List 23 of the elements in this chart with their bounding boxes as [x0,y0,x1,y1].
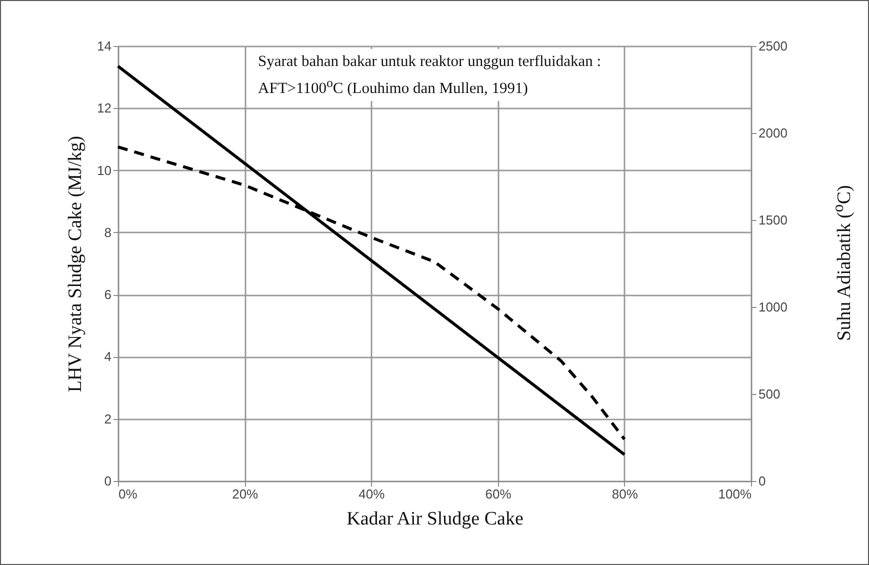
y-tick-label: 2 [104,411,112,426]
y-tick-label: 12 [97,100,112,116]
y2-tick-label: 1500 [758,212,788,228]
y-tick-label: 0 [104,474,112,488]
y2-tick-label: 2500 [758,38,788,54]
x-tick-label: 20% [232,486,259,502]
y2-tick-label: 2000 [758,126,788,140]
y-tick-label: 4 [104,349,112,364]
y-tick-label: 10 [97,162,112,178]
y-tick-label: 6 [104,287,112,302]
x-tick-label: 0% [118,486,138,502]
y2-tick-label: 1000 [758,300,788,314]
y2-tick-label: 500 [758,386,780,402]
x-tick-label: 40% [358,486,386,502]
y-axis-title: LHV Nyata Sludge Cake (MJ/kg) [65,136,86,392]
x-tick-label: 80% [612,486,638,502]
annotation: Syarat bahan bakar untuk reaktor unggun terfluidakan : AFT>1100$^{o}$C (Louhimo dan Mullen, 1991) [254,49,606,102]
y-tick-label: 8 [104,224,112,240]
x-tick-label: 100% [718,486,752,502]
x-tick-label: 60% [485,486,512,502]
y2-tick-label: 0 [758,474,766,488]
y-tick-label: 14 [97,38,112,54]
x-axis-title: Kadar Air Sludge Cake [346,508,524,530]
